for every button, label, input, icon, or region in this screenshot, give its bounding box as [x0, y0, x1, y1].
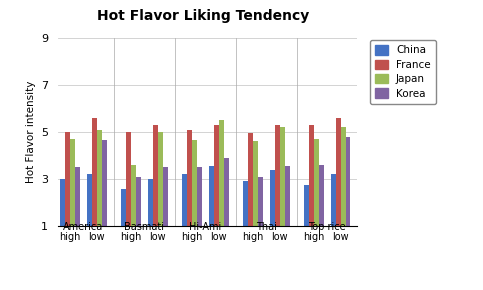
Bar	[131, 165, 136, 226]
Bar	[126, 132, 131, 226]
Bar	[309, 125, 314, 226]
Text: Hi-Ami: Hi-Ami	[189, 222, 221, 232]
Bar	[153, 125, 158, 226]
Bar	[336, 118, 341, 226]
Bar	[192, 140, 197, 226]
Bar	[75, 167, 80, 226]
Bar	[214, 125, 219, 226]
Bar	[280, 127, 284, 226]
Bar	[219, 120, 224, 226]
Bar	[60, 179, 65, 226]
Bar	[87, 174, 92, 226]
Bar	[101, 140, 107, 226]
Bar	[341, 127, 345, 226]
Bar	[319, 165, 324, 226]
Bar	[197, 167, 201, 226]
Bar	[136, 177, 141, 226]
Text: Hot Flavor Liking Tendency: Hot Flavor Liking Tendency	[97, 9, 309, 23]
Bar	[163, 167, 168, 226]
Text: America: America	[63, 222, 103, 232]
Text: Thai: Thai	[256, 222, 277, 232]
Bar	[275, 125, 280, 226]
Bar	[331, 174, 336, 226]
Bar	[209, 166, 214, 226]
Legend: China, France, Japan, Korea: China, France, Japan, Korea	[370, 40, 436, 104]
Bar	[148, 179, 153, 226]
Bar	[253, 142, 257, 226]
Bar	[243, 182, 248, 226]
Bar	[97, 130, 101, 226]
Bar	[65, 132, 70, 226]
Bar	[70, 139, 75, 226]
Bar	[270, 170, 275, 226]
Text: Top rice: Top rice	[308, 222, 346, 232]
Bar	[121, 188, 126, 226]
Bar	[304, 185, 309, 226]
Bar	[182, 174, 187, 226]
Bar	[187, 130, 192, 226]
Bar	[92, 118, 97, 226]
Text: Basmati: Basmati	[124, 222, 164, 232]
Bar	[158, 132, 163, 226]
Bar	[224, 158, 228, 226]
Bar	[257, 177, 263, 226]
Bar	[314, 139, 319, 226]
Y-axis label: Hot Flavor intensity: Hot Flavor intensity	[26, 81, 36, 183]
Bar	[284, 166, 289, 226]
Bar	[345, 137, 351, 226]
Bar	[248, 133, 253, 226]
